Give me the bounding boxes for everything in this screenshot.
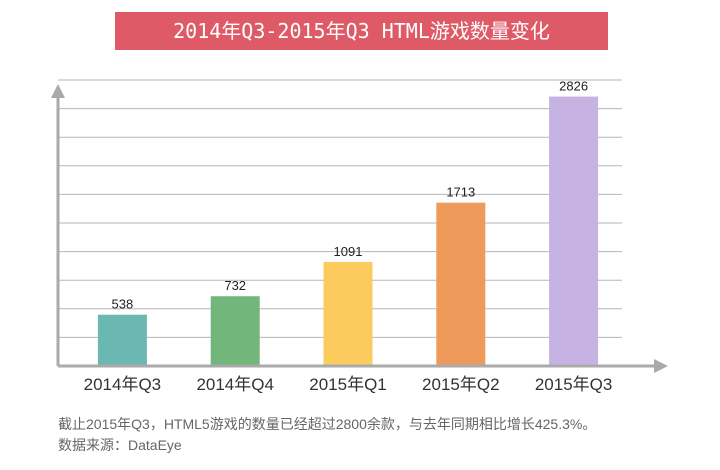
chart-title: 2014年Q3-2015年Q3 HTML游戏数量变化 [115, 12, 608, 50]
footnote-summary: 截止2015年Q3，HTML5游戏的数量已经超过2800余款，与去年同期相比增长… [58, 416, 597, 432]
x-axis-arrow [654, 359, 668, 373]
data-source: 数据来源：DataEye [58, 437, 182, 453]
x-tick-label: 2015年Q3 [535, 375, 613, 394]
x-tick-label: 2015年Q1 [309, 375, 387, 394]
bar [97, 314, 147, 366]
x-tick-label: 2015年Q2 [422, 375, 500, 394]
x-tick-label: 2014年Q3 [84, 375, 162, 394]
bar-chart: 538 732 1091 1713 2826 2014年Q3 2014年Q4 2015年Q1… [51, 79, 668, 394]
bar-value-label: 1713 [446, 185, 475, 200]
axes [51, 84, 668, 373]
x-tick-label: 2014年Q4 [196, 375, 274, 394]
bars [97, 96, 599, 366]
bar [210, 296, 260, 366]
value-labels: 538 732 1091 1713 2826 [112, 79, 589, 312]
bar-value-label: 2826 [559, 79, 588, 94]
x-tick-labels: 2014年Q3 2014年Q4 2015年Q1 2015年Q2 2015年Q3 [84, 375, 613, 394]
bar [549, 96, 599, 366]
footnote: 截止2015年Q3，HTML5游戏的数量已经超过2800余款，与去年同期相比增长… [58, 414, 596, 456]
bar [323, 261, 373, 366]
bar-value-label: 1091 [334, 244, 363, 259]
bar-value-label: 538 [112, 297, 134, 312]
y-axis-arrow [51, 84, 65, 98]
bar-value-label: 732 [224, 278, 246, 293]
bar [436, 202, 486, 366]
